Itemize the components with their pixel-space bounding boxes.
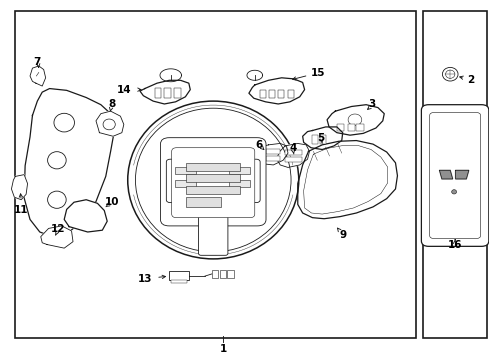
Bar: [174, 180, 196, 187]
Bar: [171, 280, 187, 283]
Polygon shape: [298, 140, 397, 219]
Polygon shape: [304, 145, 388, 214]
Bar: [320, 135, 326, 144]
Bar: [186, 174, 240, 182]
Ellipse shape: [348, 114, 362, 126]
Bar: [356, 124, 364, 131]
Bar: [164, 88, 171, 98]
Text: 8: 8: [108, 99, 116, 109]
FancyBboxPatch shape: [166, 159, 204, 203]
Ellipse shape: [135, 108, 291, 252]
Polygon shape: [249, 78, 305, 104]
Ellipse shape: [103, 119, 115, 130]
Bar: [155, 88, 161, 98]
Ellipse shape: [128, 101, 299, 259]
Polygon shape: [456, 170, 469, 179]
Text: 4: 4: [289, 143, 296, 153]
Text: 16: 16: [448, 240, 463, 250]
Bar: [212, 270, 218, 278]
Bar: [186, 186, 240, 194]
Bar: [313, 135, 318, 144]
Polygon shape: [11, 175, 27, 200]
Polygon shape: [440, 170, 453, 179]
Bar: [285, 157, 302, 162]
FancyBboxPatch shape: [430, 113, 481, 238]
Text: 7: 7: [34, 57, 41, 67]
Text: 10: 10: [105, 197, 120, 207]
Ellipse shape: [48, 152, 66, 169]
Polygon shape: [96, 111, 124, 136]
Text: 11: 11: [14, 206, 28, 216]
Ellipse shape: [48, 191, 66, 208]
Ellipse shape: [442, 67, 458, 81]
Bar: [174, 88, 181, 98]
Bar: [288, 90, 294, 98]
FancyBboxPatch shape: [222, 159, 260, 203]
Bar: [220, 270, 226, 278]
Bar: [229, 167, 250, 174]
Bar: [260, 90, 266, 98]
Polygon shape: [277, 143, 310, 167]
Bar: [174, 167, 196, 174]
Polygon shape: [327, 105, 384, 135]
FancyBboxPatch shape: [172, 148, 255, 218]
Ellipse shape: [452, 190, 457, 194]
Polygon shape: [64, 200, 107, 232]
Text: 5: 5: [317, 133, 324, 143]
Polygon shape: [303, 127, 343, 149]
Polygon shape: [41, 226, 73, 248]
Text: 13: 13: [138, 274, 152, 284]
FancyBboxPatch shape: [198, 216, 228, 255]
FancyBboxPatch shape: [421, 105, 489, 246]
Bar: [347, 124, 355, 131]
Bar: [169, 271, 189, 280]
Bar: [337, 124, 344, 131]
Bar: [266, 156, 280, 161]
Bar: [285, 149, 302, 155]
Bar: [186, 197, 220, 207]
Text: 12: 12: [51, 225, 66, 234]
Bar: [186, 163, 240, 171]
Bar: [15, 12, 416, 338]
Bar: [227, 270, 234, 278]
Ellipse shape: [54, 113, 74, 132]
Polygon shape: [140, 80, 190, 104]
Polygon shape: [259, 143, 288, 165]
Bar: [270, 90, 275, 98]
Text: 15: 15: [311, 68, 325, 78]
Text: 3: 3: [368, 99, 376, 109]
Text: 14: 14: [117, 85, 132, 95]
FancyBboxPatch shape: [160, 138, 266, 226]
Bar: [229, 180, 250, 187]
Text: 9: 9: [339, 230, 346, 239]
Polygon shape: [30, 66, 46, 86]
Bar: [266, 149, 280, 154]
Ellipse shape: [445, 70, 455, 78]
Text: 6: 6: [255, 140, 262, 150]
Bar: [423, 12, 487, 338]
Polygon shape: [24, 89, 116, 237]
Text: 1: 1: [220, 343, 227, 354]
Bar: [278, 90, 284, 98]
Text: 2: 2: [467, 75, 475, 85]
